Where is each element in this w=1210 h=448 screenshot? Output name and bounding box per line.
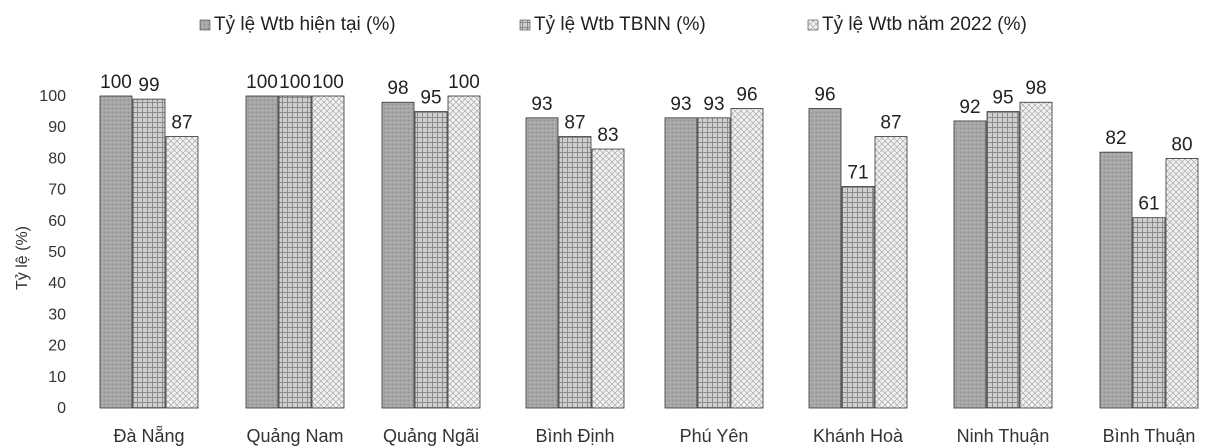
legend-swatch — [807, 19, 819, 31]
data-label: 87 — [564, 113, 585, 134]
y-tick-label: 80 — [48, 150, 66, 167]
data-label: 83 — [597, 125, 618, 146]
data-label: 80 — [1171, 134, 1192, 155]
y-tick-label: 60 — [48, 213, 66, 230]
y-tick-label: 20 — [48, 338, 66, 355]
data-label: 100 — [312, 72, 344, 93]
y-axis-label: Tỷ lệ (%) — [14, 226, 31, 290]
legend-label: Tỷ lệ Wtb năm 2022 (%) — [822, 14, 1027, 35]
bar-1-6 — [808, 108, 842, 409]
bar-2-8 — [1132, 217, 1166, 409]
data-label: 93 — [531, 94, 552, 115]
data-label: 87 — [171, 113, 192, 134]
bar-1-1 — [99, 95, 133, 409]
y-tick-label: 90 — [48, 119, 66, 136]
bar-3-6 — [874, 136, 908, 409]
data-label: 61 — [1138, 194, 1159, 215]
bar-2-5 — [697, 117, 731, 409]
data-label: 95 — [420, 88, 441, 109]
bar-1-8 — [1099, 151, 1133, 409]
y-tick-label: 40 — [48, 275, 66, 292]
bar-3-3 — [447, 95, 481, 409]
legend-swatch — [519, 19, 531, 31]
y-tick-label: 100 — [39, 88, 66, 105]
bar-2-4 — [558, 136, 592, 409]
category-label: Quảng Ngãi — [383, 426, 479, 446]
data-label: 93 — [670, 94, 691, 115]
bar-2-7 — [986, 111, 1020, 409]
bar-2-2 — [278, 95, 312, 409]
bar-1-3 — [381, 101, 415, 409]
data-label: 71 — [847, 162, 868, 183]
category-label: Bình Định — [535, 426, 614, 446]
category-label: Phú Yên — [680, 426, 749, 446]
bar-2-6 — [841, 186, 875, 409]
data-label: 100 — [246, 72, 278, 93]
category-label: Quảng Nam — [246, 426, 343, 446]
data-label: 100 — [100, 72, 132, 93]
y-tick-label: 50 — [48, 244, 66, 261]
bar-2-3 — [414, 111, 448, 409]
bars — [99, 95, 1199, 409]
data-label: 98 — [387, 78, 408, 99]
bar-1-7 — [953, 120, 987, 409]
legend-item: Tỷ lệ Wtb năm 2022 (%) — [807, 14, 1027, 35]
bar-3-1 — [165, 136, 199, 409]
y-tick-label: 0 — [57, 400, 66, 417]
legend-item: Tỷ lệ Wtb hiện tại (%) — [199, 14, 396, 35]
category-label: Đà Nẵng — [113, 426, 184, 446]
data-label: 93 — [703, 94, 724, 115]
data-label: 99 — [138, 75, 159, 96]
data-label: 87 — [880, 113, 901, 134]
category-labels: Đà Nẵng Quảng Nam Quảng Ngãi Bình Định Phú Y… — [113, 426, 1195, 446]
y-tick-label: 30 — [48, 306, 66, 323]
category-label: Bình Thuận — [1103, 426, 1196, 446]
bar-2-1 — [132, 98, 166, 409]
bar-3-4 — [591, 148, 625, 409]
data-label: 96 — [736, 84, 757, 105]
bar-1-4 — [525, 117, 559, 409]
y-tick-label: 10 — [48, 369, 66, 386]
data-label: 100 — [448, 72, 480, 93]
bar-3-8 — [1165, 157, 1199, 409]
category-label: Khánh Hoà — [813, 426, 904, 446]
legend-label: Tỷ lệ Wtb hiện tại (%) — [214, 14, 396, 35]
bar-3-5 — [730, 108, 764, 409]
legend-swatch — [199, 19, 211, 31]
data-label: 98 — [1025, 78, 1046, 99]
data-label: 95 — [992, 88, 1013, 109]
bar-1-2 — [245, 95, 279, 409]
data-label: 96 — [814, 84, 835, 105]
data-label: 100 — [279, 72, 311, 93]
category-label: Ninh Thuận — [957, 426, 1050, 446]
y-tick-label: 70 — [48, 182, 66, 199]
legend-item: Tỷ lệ Wtb TBNN (%) — [519, 14, 706, 35]
bar-3-7 — [1019, 101, 1053, 409]
bar-1-5 — [664, 117, 698, 409]
bar-3-2 — [311, 95, 345, 409]
legend-label: Tỷ lệ Wtb TBNN (%) — [534, 14, 706, 35]
data-label: 92 — [959, 97, 980, 118]
data-label: 82 — [1105, 128, 1126, 149]
legend: Tỷ lệ Wtb hiện tại (%) Tỷ lệ Wtb TBNN (%)… — [199, 14, 1027, 35]
y-axis: 0 10 20 30 40 50 60 70 80 90 100 — [39, 88, 66, 417]
